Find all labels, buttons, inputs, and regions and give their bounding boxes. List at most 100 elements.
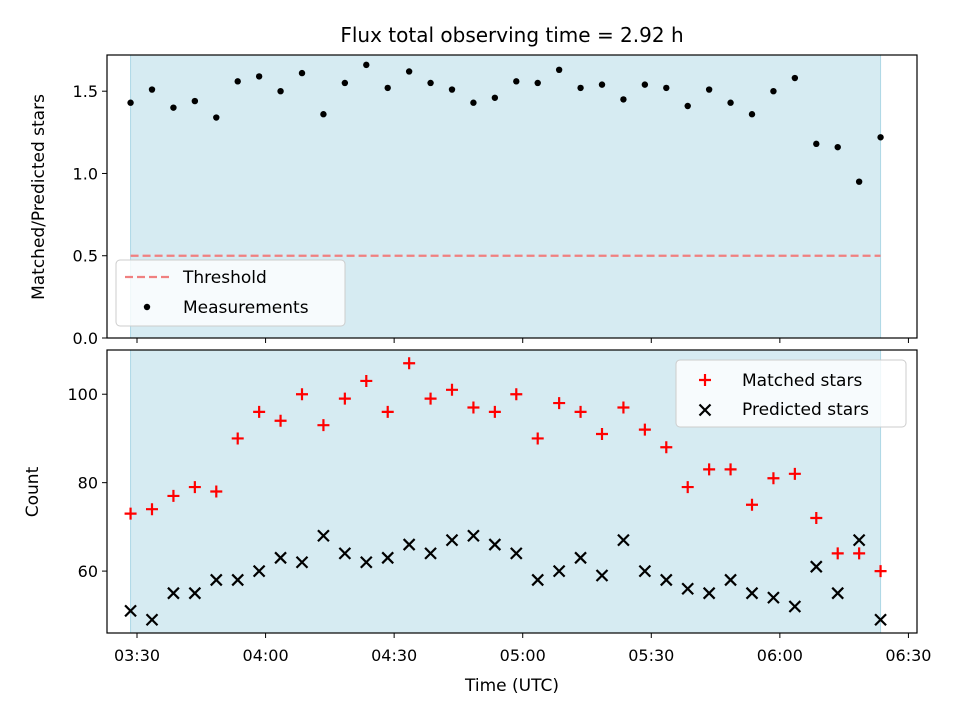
data-point (255, 73, 263, 80)
data-point (831, 547, 844, 560)
data-point (338, 392, 351, 405)
series-predicted-stars (124, 529, 887, 627)
data-point (277, 87, 284, 95)
data-point (620, 96, 627, 103)
data-point (146, 503, 158, 516)
data-point (663, 84, 670, 92)
data-point (427, 79, 434, 87)
data-point (446, 383, 458, 396)
data-point (360, 555, 373, 569)
data-point (145, 613, 159, 627)
count-legend-box (675, 359, 907, 428)
ratio-legend: Threshold Measurements (115, 259, 346, 327)
data-point (684, 102, 691, 110)
data-point (167, 489, 180, 502)
data-point (402, 538, 416, 551)
data-point (210, 573, 223, 587)
data-point (127, 99, 134, 106)
series-measurements (127, 61, 884, 185)
series-matched-stars (124, 357, 887, 578)
data-point (705, 86, 713, 93)
data-point (703, 463, 716, 476)
data-point (488, 538, 502, 551)
ratio-plot-area: 0.0 0.5 1.0 1.5 Threshold Measurements (73, 54, 918, 348)
data-point (748, 111, 756, 118)
ratio-legend-box (115, 259, 346, 327)
data-point (188, 481, 201, 494)
data-point (360, 374, 373, 387)
y-tick-label: 1.0 (73, 164, 98, 183)
data-point (488, 405, 501, 418)
data-point (467, 401, 480, 414)
data-point (788, 600, 802, 613)
data-point (574, 551, 587, 565)
y-tick-label: 100 (67, 385, 98, 404)
data-point (320, 111, 327, 118)
data-point (874, 565, 887, 578)
data-point (124, 604, 137, 618)
data-point (598, 81, 606, 88)
data-point (296, 388, 308, 401)
data-point (384, 84, 391, 92)
data-point (253, 405, 266, 418)
data-point (445, 533, 459, 547)
data-point (274, 551, 287, 565)
data-point (403, 357, 416, 370)
data-point (574, 405, 587, 418)
data-point (341, 79, 349, 87)
data-point (167, 586, 180, 600)
data-point (877, 134, 884, 141)
data-point (317, 419, 330, 432)
plot-frame (106, 349, 918, 634)
data-point (252, 564, 266, 578)
data-point (745, 586, 759, 600)
data-point (617, 533, 630, 547)
data-point (231, 573, 244, 587)
data-point (231, 432, 244, 445)
data-point (724, 573, 737, 587)
data-point (702, 586, 716, 600)
data-point (510, 388, 523, 401)
x-axis-label: Time (UTC) (464, 676, 559, 696)
legend-measurements-swatch (143, 303, 151, 311)
ratio-y-axis-label: Matched/Predicted stars (29, 94, 49, 300)
y-tick-label: 60 (78, 562, 98, 581)
x-tick-label: 03:30 (114, 646, 160, 665)
data-point (534, 79, 541, 87)
data-point (638, 564, 652, 578)
legend-predicted-swatch (698, 403, 712, 417)
data-point (213, 114, 220, 121)
data-point (424, 392, 437, 405)
chart-title: Flux total observing time = 2.92 h (340, 23, 683, 47)
data-point (467, 529, 480, 542)
data-point (317, 529, 330, 542)
data-point (767, 472, 780, 485)
data-point (405, 68, 413, 75)
data-point (746, 498, 758, 511)
data-point (553, 397, 566, 410)
legend-threshold-label: Threshold (182, 268, 267, 288)
y-tick-label: 1.5 (73, 82, 98, 101)
data-point (188, 586, 202, 600)
count-legend: Matched stars Predicted stars (675, 359, 907, 428)
y-tick-label: 80 (78, 474, 98, 493)
data-point (788, 467, 801, 480)
x-tick-label: 06:30 (885, 646, 931, 665)
plot-frame (106, 54, 918, 339)
data-point (853, 547, 866, 560)
data-point (727, 99, 734, 106)
data-point (660, 573, 673, 587)
data-point (298, 69, 306, 77)
data-point (770, 87, 777, 95)
data-point (577, 84, 584, 92)
data-point (724, 463, 737, 476)
x-tick-label: 04:00 (243, 646, 289, 665)
x-tick-label: 05:30 (628, 646, 674, 665)
data-point (513, 78, 520, 85)
legend-matched-label: Matched stars (742, 371, 862, 391)
data-point (791, 74, 799, 82)
data-point (810, 512, 823, 525)
data-point (552, 564, 566, 578)
data-point (424, 547, 437, 560)
data-point (660, 441, 673, 454)
